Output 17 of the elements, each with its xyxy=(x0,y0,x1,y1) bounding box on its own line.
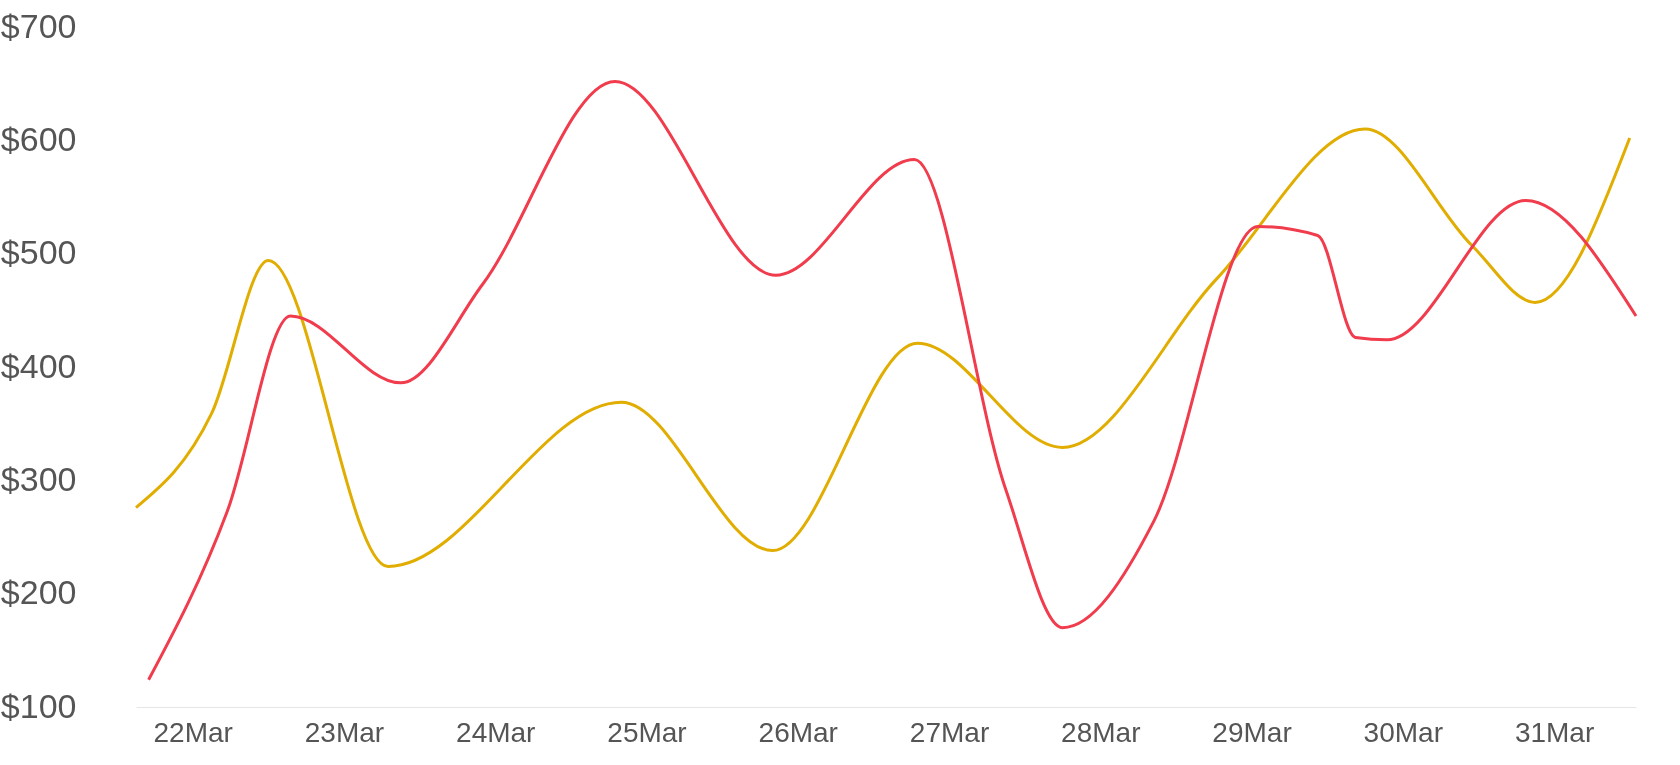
x-tick-label: 27Mar xyxy=(909,716,990,748)
y-tick-label: $700 xyxy=(0,6,77,45)
x-tick-label: 30Mar xyxy=(1363,716,1443,748)
x-tick-label: 29Mar xyxy=(1212,716,1292,748)
y-tick-label: $600 xyxy=(0,119,77,158)
y-tick-label: $400 xyxy=(0,346,77,385)
x-tick-label: 28Mar xyxy=(1061,716,1141,748)
x-tick-label: 23Mar xyxy=(304,716,385,748)
x-tick-label: 25Mar xyxy=(607,716,687,748)
y-tick-label: $100 xyxy=(0,686,77,725)
y-tick-label: $500 xyxy=(0,233,77,272)
y-tick-label: $300 xyxy=(0,459,77,498)
y-tick-label: $200 xyxy=(0,573,77,612)
x-tick-label: 26Mar xyxy=(758,716,838,748)
x-tick-label: 22Mar xyxy=(153,716,233,748)
x-tick-label: 24Mar xyxy=(456,716,536,748)
x-tick-label: 31Mar xyxy=(1514,716,1595,748)
